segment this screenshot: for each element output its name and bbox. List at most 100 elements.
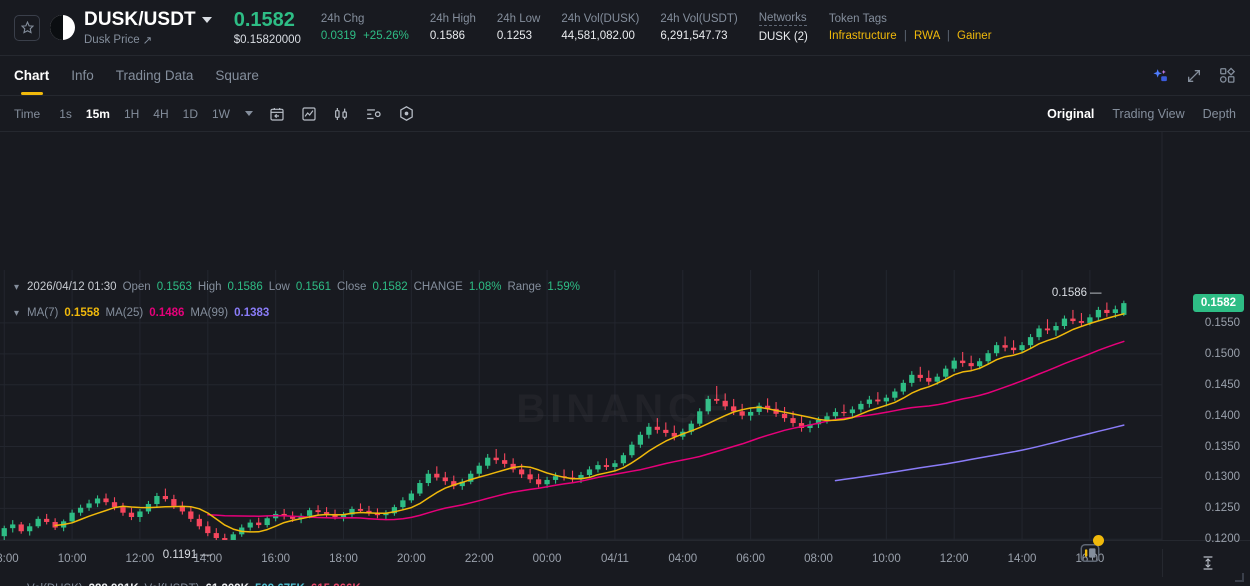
token-tags: Token Tags Infrastructure | RWA | Gainer bbox=[829, 13, 992, 42]
stat-label: 24h Vol(USDT) bbox=[660, 13, 738, 25]
token-tags-label: Token Tags bbox=[828, 13, 887, 25]
tab-chart[interactable]: Chart bbox=[14, 56, 49, 95]
ma99-value: 0.1383 bbox=[234, 307, 270, 319]
timeframe-group: Time 1s 15m 1H 4H 1D 1W bbox=[14, 105, 415, 123]
timeframe-1h[interactable]: 1H bbox=[123, 106, 140, 121]
tag-separator: | bbox=[903, 30, 907, 42]
session-high-marker: 0.1586— bbox=[1051, 286, 1102, 299]
high-value: 0.1586 bbox=[227, 281, 263, 293]
price-tick: 0.1500 bbox=[1204, 347, 1240, 360]
dusk-price-link[interactable]: Dusk Price ↗ bbox=[84, 33, 212, 47]
close-value: 0.1582 bbox=[372, 281, 408, 293]
ma99-label: MA(99) bbox=[190, 307, 229, 319]
layout-grid-icon[interactable] bbox=[1219, 67, 1236, 84]
stat-24h-low: 24h Low 0.1253 bbox=[497, 13, 540, 42]
chevron-down-icon[interactable] bbox=[201, 16, 212, 23]
star-icon bbox=[20, 21, 34, 34]
tag-separator: | bbox=[946, 30, 950, 42]
networks-value: DUSK (2) bbox=[758, 31, 808, 43]
indicator-icon[interactable] bbox=[365, 105, 382, 122]
chevron-down-icon[interactable]: ▾ bbox=[14, 584, 19, 586]
vol-usdt-label: Vol(USDT) bbox=[145, 583, 200, 586]
change-value: 1.08% bbox=[468, 281, 502, 293]
time-tick: 12:00 bbox=[125, 553, 155, 565]
tab-info[interactable]: Info bbox=[71, 56, 94, 95]
token-tag-gainer[interactable]: Gainer bbox=[957, 30, 992, 42]
networks-label[interactable]: Networks bbox=[758, 12, 807, 26]
stat-value: 44,581,082.00 bbox=[561, 30, 635, 42]
tabbar-icons bbox=[1152, 67, 1236, 84]
chart-toolbar: Time 1s 15m 1H 4H 1D 1W bbox=[0, 96, 1250, 132]
resize-corner[interactable] bbox=[1235, 573, 1244, 582]
open-label: Open bbox=[122, 281, 151, 293]
low-value: 0.1561 bbox=[295, 281, 332, 293]
low-label: Low bbox=[268, 281, 290, 293]
view-original[interactable]: Original bbox=[1047, 106, 1095, 121]
vertical-resize-icon[interactable] bbox=[1200, 554, 1216, 577]
stat-networks: Networks DUSK (2) bbox=[758, 12, 808, 43]
timeframe-1w[interactable]: 1W bbox=[211, 106, 230, 121]
tab-label: Trading Data bbox=[115, 68, 194, 83]
pair-name[interactable]: DUSK/USDT bbox=[84, 8, 196, 30]
stat-value: 0.0319 bbox=[320, 30, 357, 42]
chevron-down-icon[interactable]: ▾ bbox=[14, 281, 20, 293]
price-tick: 0.1300 bbox=[1204, 471, 1240, 484]
chevron-down-icon[interactable] bbox=[244, 111, 253, 116]
stat-label: 24h Vol(DUSK) bbox=[561, 13, 640, 25]
token-tag-infrastructure[interactable]: Infrastructure bbox=[828, 30, 897, 42]
token-tag-rwa[interactable]: RWA bbox=[914, 30, 940, 42]
ma25-value: 0.1486 bbox=[149, 307, 185, 319]
last-price-usd: $0.15820000 bbox=[233, 34, 301, 46]
vol-dusk-label: Vol(DUSK) bbox=[27, 583, 83, 586]
candlestick-icon[interactable] bbox=[333, 106, 349, 122]
current-price-badge: 0.1582 bbox=[1192, 294, 1244, 313]
favorite-star-button[interactable] bbox=[14, 14, 40, 41]
tab-square[interactable]: Square bbox=[215, 56, 259, 95]
timeframe-15m[interactable]: 15m bbox=[85, 106, 110, 121]
stat-24h-vol-dusk: 24h Vol(DUSK) 44,581,082.00 bbox=[561, 13, 639, 42]
stat-value-percent: +25.26% bbox=[363, 30, 409, 42]
ma7-label: MA(7) bbox=[27, 307, 59, 319]
candlestick-chart-canvas[interactable] bbox=[0, 132, 1250, 586]
change-label: CHANGE bbox=[413, 281, 463, 293]
time-tick: 16:00 bbox=[1075, 553, 1105, 565]
calendar-icon[interactable] bbox=[269, 106, 285, 122]
ohlc-datetime: 2026/04/12 01:30 bbox=[27, 281, 117, 293]
note-pin-icon[interactable] bbox=[1079, 542, 1101, 569]
view-trading-view[interactable]: Trading View bbox=[1112, 106, 1185, 121]
vol-ma-cyan-value: 509.675K bbox=[255, 583, 305, 586]
session-low-marker: 0.1191— bbox=[162, 548, 212, 561]
expand-icon[interactable] bbox=[1186, 68, 1202, 84]
range-value: 1.59% bbox=[547, 281, 580, 293]
chart-area[interactable]: BINANCE ▾ 2026/04/12 01:30 Open 0.1563 H… bbox=[0, 132, 1250, 586]
settings-target-icon[interactable] bbox=[398, 105, 415, 122]
price-tick: 0.1550 bbox=[1204, 316, 1240, 329]
last-price: 0.1582 bbox=[233, 9, 295, 31]
time-tick: 08:00 bbox=[804, 553, 833, 565]
pair-block: DUSK/USDT Dusk Price ↗ bbox=[84, 9, 212, 47]
timeframe-4h[interactable]: 4H bbox=[153, 106, 169, 121]
ma25-label: MA(25) bbox=[105, 307, 144, 319]
price-tick: 0.1250 bbox=[1204, 502, 1240, 515]
ai-sparkle-icon[interactable] bbox=[1152, 67, 1169, 84]
time-tick: 22:00 bbox=[464, 553, 494, 565]
time-tick: 06:00 bbox=[736, 553, 766, 565]
line-chart-icon[interactable] bbox=[301, 106, 317, 122]
tab-label: Square bbox=[215, 68, 259, 83]
volume-legend: ▾ Vol(DUSK) 388.981K Vol(USDT) 61.309K 5… bbox=[14, 583, 361, 586]
time-tick: 12:00 bbox=[939, 553, 969, 565]
chevron-down-icon[interactable]: ▾ bbox=[14, 307, 20, 319]
stat-label: 24h High bbox=[429, 13, 476, 25]
stat-label: 24h Chg bbox=[320, 13, 365, 25]
alert-dot-icon[interactable] bbox=[1093, 535, 1104, 546]
external-link-icon: ↗ bbox=[142, 34, 153, 47]
timeframe-1d[interactable]: 1D bbox=[182, 106, 198, 121]
main-tabbar: Chart Info Trading Data Square bbox=[0, 56, 1250, 96]
tab-trading-data[interactable]: Trading Data bbox=[116, 56, 194, 95]
tabs-group: Chart Info Trading Data Square bbox=[14, 56, 259, 95]
timeframe-1s[interactable]: 1s bbox=[59, 106, 72, 121]
close-label: Close bbox=[337, 281, 367, 293]
time-axis[interactable]: 08:00 10:00 12:00 14:00 16:00 18:00 20:00 22:00… bbox=[0, 540, 1250, 586]
axis-divider bbox=[1162, 549, 1163, 577]
view-depth[interactable]: Depth bbox=[1202, 106, 1236, 121]
